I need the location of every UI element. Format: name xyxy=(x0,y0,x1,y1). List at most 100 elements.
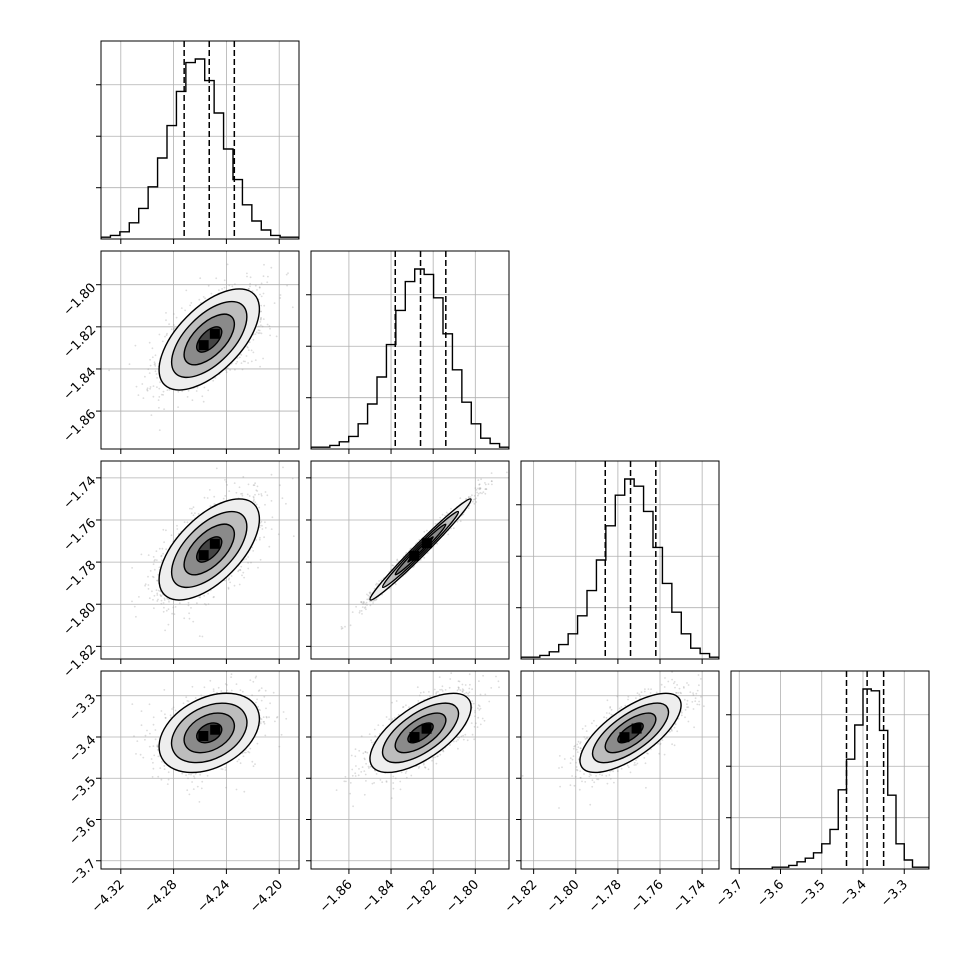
scatter-point xyxy=(267,275,269,278)
scatter-point xyxy=(261,325,264,328)
scatter-point xyxy=(152,395,155,398)
scatter-point xyxy=(226,484,229,486)
scatter-point xyxy=(260,317,262,320)
scatter-point xyxy=(366,593,368,596)
y-tick-label: −1.78 xyxy=(61,558,100,597)
scatter-point xyxy=(264,527,267,529)
panel-1-1 xyxy=(306,250,510,454)
scatter-point xyxy=(163,768,166,770)
scatter-point xyxy=(275,335,278,338)
scatter-point xyxy=(259,536,261,539)
scatter-point xyxy=(260,295,263,298)
scatter-point xyxy=(472,498,475,501)
scatter-point xyxy=(262,292,265,295)
scatter-point xyxy=(161,760,163,763)
scatter-point xyxy=(162,390,165,393)
scatter-point xyxy=(260,324,262,327)
scatter-point xyxy=(152,716,155,719)
scatter-point xyxy=(156,745,159,748)
scatter-point xyxy=(187,604,190,607)
scatter-point xyxy=(257,493,260,496)
scatter-point xyxy=(467,496,470,499)
scatter-point xyxy=(156,579,159,582)
panel-2-2 xyxy=(516,460,720,664)
scatter-point xyxy=(238,356,241,359)
scatter-point xyxy=(167,623,170,626)
scatter-point xyxy=(279,484,281,487)
scatter-point xyxy=(291,477,294,480)
scatter-point xyxy=(391,564,394,567)
scatter-point xyxy=(242,571,245,574)
panel-frame xyxy=(310,460,510,660)
scatter-point xyxy=(176,524,178,527)
scatter-point xyxy=(148,372,151,374)
scatter-point xyxy=(163,765,166,767)
scatter-point xyxy=(241,368,244,371)
scatter-point xyxy=(200,694,203,697)
scatter-point xyxy=(228,577,231,580)
scatter-point xyxy=(154,370,157,373)
scatter-point xyxy=(203,386,206,389)
scatter-point xyxy=(172,606,175,609)
scatter-point xyxy=(441,513,444,516)
scatter-point xyxy=(436,542,439,545)
scatter-point xyxy=(469,496,472,498)
scatter-point xyxy=(240,362,243,364)
scatter-point xyxy=(484,483,487,486)
scatter-point xyxy=(459,497,462,499)
scatter-point xyxy=(252,495,255,498)
scatter-point xyxy=(156,592,159,595)
scatter-point xyxy=(155,550,158,553)
scatter-point xyxy=(340,626,343,628)
scatter-point xyxy=(208,489,211,491)
scatter-point xyxy=(257,690,260,692)
scatter-point xyxy=(155,559,158,561)
scatter-point xyxy=(467,507,470,510)
scatter-point xyxy=(270,500,273,502)
panel-frame xyxy=(100,250,300,450)
scatter-point xyxy=(365,601,368,604)
scatter-point xyxy=(196,602,198,605)
scatter-point xyxy=(240,493,242,495)
contour-line xyxy=(170,300,248,379)
scatter-point xyxy=(247,362,250,364)
scatter-point xyxy=(199,277,202,280)
scatter-point xyxy=(225,481,228,483)
scatter-point xyxy=(186,789,189,792)
scatter-point xyxy=(165,548,168,551)
panel-content xyxy=(131,466,295,638)
scatter-point xyxy=(186,396,189,398)
scatter-point xyxy=(189,507,191,510)
scatter-point xyxy=(423,530,426,533)
contour-line xyxy=(369,498,472,601)
scatter-point xyxy=(260,310,262,313)
scatter-point xyxy=(277,533,280,536)
scatter-point xyxy=(147,368,150,371)
scatter-point xyxy=(173,327,176,329)
scatter-point xyxy=(349,624,352,627)
scatter-point xyxy=(177,390,180,393)
scatter-point xyxy=(367,594,370,597)
panel-content xyxy=(131,673,288,803)
scatter-point xyxy=(205,603,207,606)
scatter-point xyxy=(237,569,240,572)
scatter-point xyxy=(248,288,250,290)
scatter-point xyxy=(149,358,152,361)
scatter-point xyxy=(227,586,230,589)
scatter-point xyxy=(260,304,262,307)
scatter-point xyxy=(233,584,236,587)
scatter-point xyxy=(223,286,226,289)
scatter-point xyxy=(154,354,157,357)
scatter-point xyxy=(224,683,227,685)
scatter-point xyxy=(181,772,184,775)
scatter-point xyxy=(212,690,215,692)
scatter-point xyxy=(183,521,186,523)
scatter-point xyxy=(287,272,289,275)
scatter-point xyxy=(261,528,264,530)
scatter-point xyxy=(148,341,151,344)
scatter-point xyxy=(274,720,276,723)
scatter-point xyxy=(375,598,378,600)
density-peak xyxy=(209,328,220,339)
scatter-point xyxy=(472,500,474,503)
scatter-point xyxy=(447,533,450,536)
